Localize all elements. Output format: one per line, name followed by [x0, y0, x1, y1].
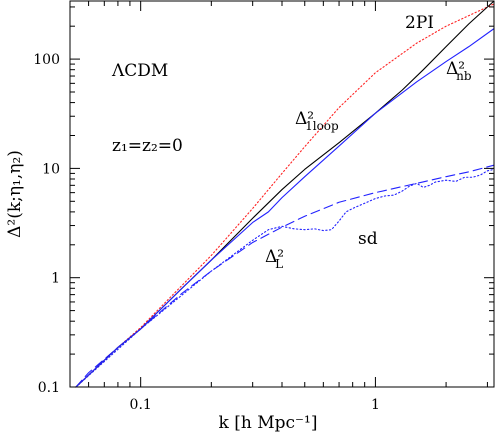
- annotation-oneloop-main: Δ²: [295, 109, 314, 129]
- y-tick-label: 0.1: [38, 380, 60, 396]
- axis-tick-labels: 0.1 1 0.1 1 10 100: [33, 52, 380, 413]
- annotation-oneloop: Δ²1loop: [295, 109, 339, 133]
- y-tick-label: 1: [51, 271, 60, 287]
- annotation-linear: Δ²L: [265, 247, 284, 271]
- series-sd-line: [75, 168, 495, 388]
- annotation-redshift: z₁=z₂=0: [112, 136, 183, 156]
- series-oneloop-line: [75, 3, 495, 388]
- axis-ticks: [69, 1, 494, 388]
- chart-curves: [75, 0, 495, 388]
- x-tick-label: 0.1: [130, 397, 152, 413]
- series-nbody-line: [75, 28, 495, 388]
- y-tick-label: 100: [33, 52, 60, 68]
- annotation-nbody-main: Δ²: [446, 59, 465, 79]
- series-linear-line: [75, 164, 495, 388]
- annotation-oneloop-sub: 1loop: [305, 119, 339, 133]
- annotation-sd: sd: [358, 229, 378, 249]
- annotation-linear-sub: L: [275, 257, 283, 271]
- annotation-nbody: Δ²nb: [446, 59, 472, 83]
- annotation-model: ΛCDM: [111, 61, 168, 81]
- annotation-linear-main: Δ²: [265, 247, 284, 267]
- annotation-twopi: 2PI: [405, 13, 434, 33]
- annotation-nbody-sub: nb: [456, 69, 472, 83]
- y-axis-title: Δ²(k;η₁,η₂): [5, 150, 25, 238]
- y-tick-label: 10: [42, 161, 60, 177]
- plot-frame: [69, 0, 495, 388]
- x-tick-label: 1: [371, 397, 380, 413]
- x-axis-title: k [h Mpc⁻¹]: [219, 413, 318, 433]
